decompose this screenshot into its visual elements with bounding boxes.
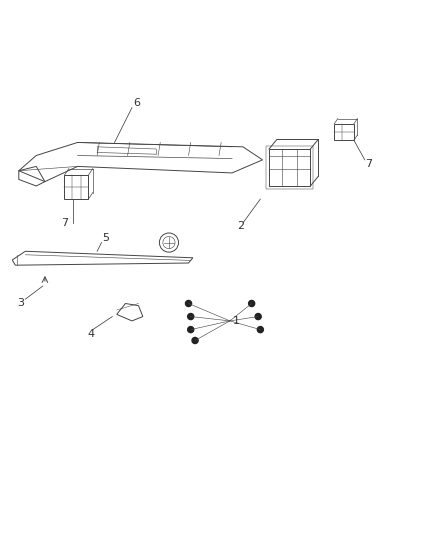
Text: 7: 7 [366,159,373,169]
Circle shape [257,327,263,333]
Text: 1: 1 [233,316,240,326]
Text: 7: 7 [61,218,68,228]
Text: 5: 5 [102,233,110,243]
Circle shape [187,327,194,333]
Text: 3: 3 [18,298,25,309]
Text: 2: 2 [237,221,244,231]
Circle shape [187,313,194,320]
Circle shape [185,301,191,306]
Circle shape [192,337,198,344]
Text: 6: 6 [133,98,140,108]
Circle shape [249,301,254,306]
Text: 4: 4 [87,329,94,339]
Circle shape [255,313,261,320]
